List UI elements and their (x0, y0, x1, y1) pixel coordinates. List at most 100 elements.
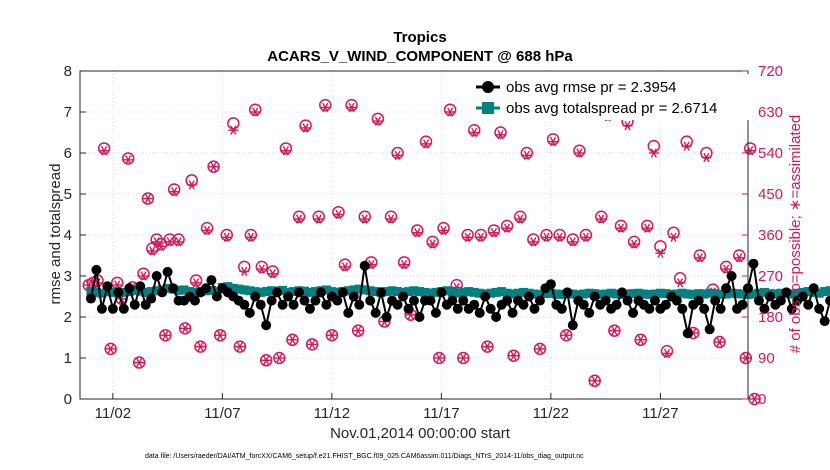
obs-possible-point (299, 119, 312, 132)
rmse-point (518, 299, 529, 310)
rmse-point (283, 291, 294, 302)
asterisk-stroke (576, 148, 583, 158)
rmse-point (523, 291, 534, 302)
obs-assimilated-point (589, 376, 600, 386)
rmse-point (808, 283, 819, 294)
rmse-point (578, 299, 589, 310)
rmse-point (649, 295, 660, 306)
obs-possible-point (97, 142, 111, 155)
spread-point (464, 287, 474, 297)
y-tick-label: 4 (64, 227, 72, 244)
y-axis-right-ticks: 0 90 180 270 360 450 540 630 720 (742, 63, 783, 408)
y-right-tick-label: 0 (758, 391, 766, 408)
rmse-point (693, 295, 704, 306)
spread-point (612, 289, 622, 299)
rmse-point (452, 303, 463, 314)
data-file-footer: data file: /Users/raeder/DAI/ATM_forcXX/… (145, 453, 584, 460)
rmse-point (814, 303, 825, 314)
rmse-point (370, 307, 381, 318)
obs-possible-point (200, 221, 214, 235)
asterisk-stroke (401, 259, 408, 270)
obs-assimilated-point (427, 239, 438, 249)
rmse-point (348, 291, 359, 302)
obs-assimilated-point (412, 228, 423, 238)
y-tick-label: 3 (64, 268, 72, 285)
obs-assimilated-point (280, 146, 291, 156)
asterisk-stroke (217, 330, 224, 340)
asterisk-stroke (657, 248, 664, 258)
spread-point (174, 285, 184, 295)
rmse-point (458, 295, 469, 306)
chart-title: Tropics (393, 29, 446, 46)
y-axis-label: rmse and totalspread (47, 164, 64, 305)
rmse-point (436, 287, 447, 298)
obs-assimilated-point (180, 323, 191, 334)
obs-possible-point (719, 260, 733, 274)
rmse-point (726, 271, 737, 281)
rmse-series (85, 258, 830, 339)
y-axis-ticks: 0 1 2 3 4 5 6 7 8 (64, 63, 86, 408)
rmse-point (781, 287, 792, 298)
obs-possible-point (358, 210, 371, 224)
spread-point (404, 287, 414, 297)
spread-point (776, 288, 786, 298)
obs-assimilated-point (245, 232, 256, 242)
asterisk-stroke (335, 209, 342, 220)
asterisk-stroke (149, 246, 156, 256)
rmse-point (266, 295, 277, 306)
obs-assimilated-point (635, 335, 646, 345)
rmse-point (239, 299, 250, 310)
obs-possible-point (104, 342, 117, 356)
obs-assimilated-point (434, 353, 445, 363)
obs-count-series (82, 82, 761, 406)
obs-assimilated-point (580, 232, 591, 242)
y-right-tick-label: 630 (758, 104, 783, 121)
spread-point (623, 289, 633, 299)
obs-possible-point (457, 351, 470, 365)
obs-assimilated-point (372, 116, 383, 126)
rmse-point (425, 295, 436, 306)
spread-point (694, 289, 704, 299)
obs-possible-point (743, 142, 757, 155)
asterisk-stroke (203, 225, 211, 236)
rmse-point (299, 295, 310, 306)
obs-possible-point (220, 228, 233, 242)
y-right-tick-label: 450 (758, 186, 783, 203)
spread-point (644, 289, 654, 299)
obs-possible-point (474, 228, 488, 242)
asterisk-stroke (230, 125, 237, 135)
asterisk-stroke (361, 214, 368, 224)
rmse-point (764, 291, 775, 302)
obs-assimilated-point (668, 232, 679, 242)
spread-point (557, 289, 567, 299)
asterisk-stroke (517, 214, 524, 224)
asterisk-stroke (157, 241, 165, 252)
obs-assimilated-point (421, 139, 432, 149)
spread-point (738, 289, 748, 299)
rmse-point (403, 303, 414, 314)
spread-point (546, 288, 556, 298)
obs-assimilated-point (353, 325, 364, 336)
obs-assimilated-point (208, 161, 219, 172)
asterisk-stroke (471, 127, 478, 138)
obs-possible-point (546, 133, 560, 146)
asterisk-stroke (556, 232, 563, 242)
spread-point (206, 285, 216, 295)
obs-possible-point (467, 123, 481, 137)
obs-assimilated-point (359, 214, 370, 224)
obs-assimilated-point (488, 228, 499, 238)
asterisk-stroke (144, 193, 152, 204)
asterisk-stroke (440, 225, 447, 236)
obs-possible-point (325, 328, 339, 342)
spread-point (414, 287, 424, 297)
spread-point (803, 287, 813, 297)
spread-point (486, 288, 496, 298)
spread-point (256, 287, 266, 297)
obs-possible-point (371, 112, 385, 126)
obs-possible-point (426, 235, 439, 249)
spread-point (239, 285, 249, 295)
obs-possible-point (332, 205, 345, 219)
asterisk-stroke (477, 232, 484, 242)
asterisk-stroke (464, 232, 471, 242)
spread-point (732, 289, 742, 299)
